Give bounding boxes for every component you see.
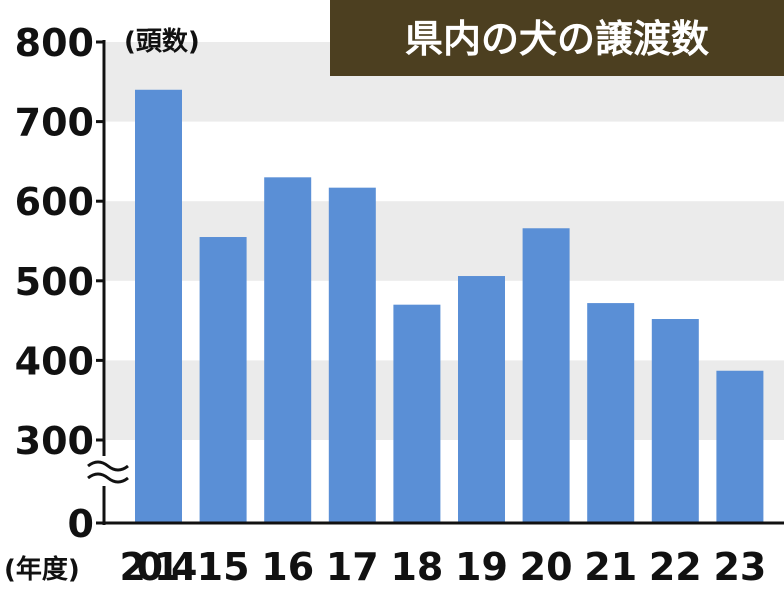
x-tick-label: 17 [326,545,379,589]
y-tick-label: 0 [68,502,94,546]
bar [458,276,505,523]
x-tick-label: 21 [584,545,637,589]
chart-title: 県内の犬の譲渡数 [405,17,709,61]
y-tick-label: 600 [15,180,94,224]
y-tick-label: 300 [15,419,94,463]
x-tick-label: 22 [649,545,702,589]
y-axis-unit-label: (頭数) [124,27,200,57]
y-tick-labels: 800 700 600 500 400 300 0 [15,21,104,546]
bars [135,89,764,523]
x-tick-label: 15 [197,545,250,589]
axis-break-wave-bottom [87,472,129,484]
bar [716,370,764,523]
y-tick-label: 400 [15,339,94,383]
x-tick-label: 18 [390,545,443,589]
x-tick-label: 2014 [120,545,198,589]
axis-break-marker [87,456,129,486]
y-tick-label: 500 [15,260,94,304]
axis-break-wave-top [87,460,129,472]
bar [135,89,182,523]
x-tick-label: 23 [713,545,766,589]
bar [328,187,376,523]
bar [393,304,441,523]
bar [522,228,570,523]
bar [264,177,312,523]
x-axis-unit-label: (年度) [4,554,80,585]
x-tick-label: 16 [261,545,314,589]
bar [651,319,699,523]
bar [587,303,635,523]
bar [199,237,247,523]
x-tick-labels: 2014 15 16 17 18 19 20 21 22 23 [120,545,767,589]
title-background [330,0,784,76]
x-tick-label: 19 [455,545,508,589]
y-tick-label: 800 [15,21,94,65]
title-box: 県内の犬の譲渡数 [330,0,784,76]
y-tick-label: 700 [15,101,94,145]
x-tick-label: 20 [520,545,573,589]
